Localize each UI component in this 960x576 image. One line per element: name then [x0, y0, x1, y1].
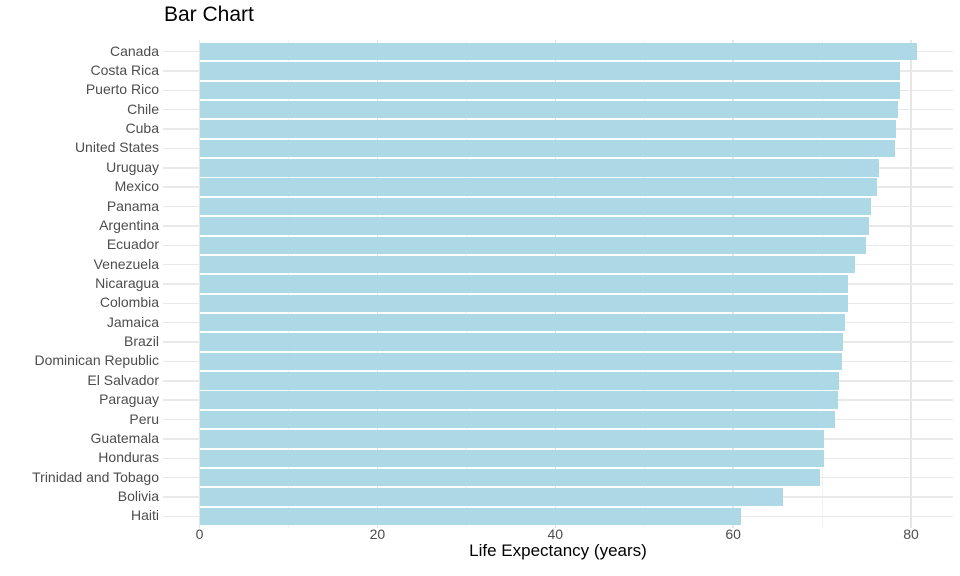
y-axis-label: Chile [127, 100, 159, 117]
x-axis-tick-label: 60 [725, 526, 741, 542]
y-axis-label: Guatemala [90, 429, 159, 446]
chart-title: Bar Chart [164, 3, 254, 26]
bar-nicaragua [199, 275, 848, 293]
bar-haiti [199, 507, 742, 526]
x-axis-title: Life Expectancy (years) [469, 541, 647, 560]
bar-el-salvador [199, 372, 839, 390]
bar-mexico [199, 178, 878, 196]
y-axis-label: Dominican Republic [34, 352, 159, 369]
y-axis-label: Bolivia [117, 488, 159, 505]
bar-peru [199, 410, 835, 429]
bar-costa-rica [199, 62, 901, 80]
y-axis-label: United States [74, 139, 159, 156]
bar-ecuador [199, 236, 867, 254]
bar-brazil [199, 333, 844, 351]
plot-panel [163, 40, 953, 528]
x-axis-tick-label: 20 [369, 526, 386, 542]
y-axis-label: Haiti [130, 507, 159, 524]
y-axis-label: Nicaragua [95, 275, 159, 291]
bar-chile [199, 101, 899, 119]
bar-united-states [199, 139, 896, 158]
y-axis-label: Jamaica [106, 313, 159, 330]
y-axis-label: Panama [106, 197, 159, 214]
bar-puerto-rico [199, 81, 900, 100]
bar-venezuela [199, 255, 856, 274]
y-axis-label: Trinidad and Tobago [32, 468, 159, 485]
bar-cuba [199, 120, 896, 138]
bar-canada [199, 42, 917, 61]
bar-paraguay [199, 391, 838, 409]
y-axis-label: Uruguay [106, 158, 159, 175]
y-axis-label: Argentina [99, 216, 159, 233]
y-axis-label: Honduras [98, 449, 159, 466]
y-axis-label: Ecuador [106, 236, 159, 253]
y-axis-label: Canada [109, 42, 159, 59]
y-axis-label: Colombia [99, 294, 159, 311]
y-axis-labels: Canada Costa Rica Puerto Rico Chile Cuba Unit… [0, 40, 159, 528]
bar-argentina [199, 217, 870, 235]
bar-bolivia [199, 488, 783, 506]
y-axis-label: Costa Rica [90, 61, 159, 78]
x-axis-tick-label: 0 [195, 526, 204, 542]
bar-uruguay [199, 159, 879, 177]
bar-guatemala [199, 430, 825, 448]
bar-panama [199, 197, 872, 216]
y-axis-label: Brazil [123, 333, 159, 350]
y-axis-label: Paraguay [99, 391, 159, 408]
y-axis-label: Puerto Rico [85, 81, 159, 98]
y-axis-label: Mexico [114, 178, 159, 195]
bar-dominican-republic [199, 352, 842, 371]
bar-colombia [199, 294, 848, 313]
y-axis-label: Venezuela [93, 255, 159, 272]
y-axis-label: Cuba [125, 120, 159, 137]
x-axis-ticks: 0 20 40 60 80 [0, 526, 960, 544]
bar-jamaica [199, 314, 845, 332]
bar-trinidad-and-tobago [199, 468, 821, 487]
x-axis-tick-label: 80 [903, 526, 919, 542]
y-axis-label: Peru [129, 410, 159, 427]
y-axis-label: El Salvador [87, 371, 159, 388]
x-axis-tick-label: 40 [547, 526, 564, 542]
bar-honduras [199, 449, 824, 467]
